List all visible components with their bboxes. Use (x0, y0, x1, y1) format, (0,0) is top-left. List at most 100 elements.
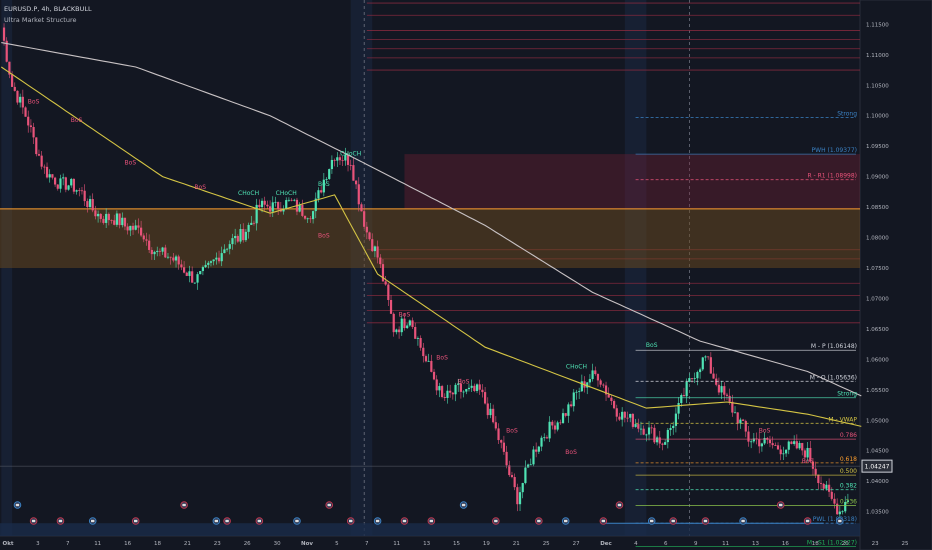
candle (559, 422, 562, 424)
structure-label: BoS (318, 181, 330, 188)
candle (513, 477, 516, 488)
indicator-name: Ultra Market Structure (4, 16, 77, 24)
candle (306, 218, 309, 220)
symbol-title: EURUSD.P, 4h, BLACKBULL (4, 5, 92, 13)
candle (685, 381, 688, 397)
candle (8, 61, 11, 75)
event-flag-icon (131, 517, 140, 525)
candle (403, 318, 406, 329)
candle (623, 411, 626, 418)
candle (475, 384, 479, 391)
event-flag-icon (346, 517, 355, 525)
candle (102, 218, 105, 223)
candle (2, 27, 6, 41)
candle (516, 487, 519, 505)
structure-label: CHoCH (276, 190, 297, 197)
x-tick-label: 19 (483, 541, 490, 547)
candle (328, 169, 331, 179)
event-flag-icon (255, 517, 264, 525)
candle (236, 235, 239, 242)
structure-label: BoS (436, 354, 448, 361)
x-tick-label: 13 (752, 541, 759, 547)
candle (704, 356, 707, 358)
candle (634, 424, 637, 427)
candle (752, 438, 755, 442)
candle (161, 247, 164, 252)
level-label: M - P (1.06148) (811, 343, 857, 350)
supply-zone (404, 154, 860, 209)
candle (72, 178, 76, 192)
event-flag-icon (180, 501, 188, 509)
candle (381, 264, 385, 282)
event-flag-icon (803, 517, 812, 525)
candle (191, 271, 194, 283)
candle (771, 443, 774, 446)
candle (59, 178, 62, 189)
structure-label: BoS (802, 458, 814, 465)
x-tick-label: 26 (244, 541, 251, 547)
candle (645, 434, 648, 436)
candle (180, 264, 183, 268)
candle (561, 413, 565, 423)
y-tick-label: 1.07000 (866, 296, 889, 302)
candle (118, 213, 121, 226)
candle (688, 378, 691, 382)
candle (252, 222, 256, 224)
candle (728, 395, 731, 402)
ema-slow-line (1, 42, 862, 397)
x-tick-label: 21 (184, 541, 191, 547)
candle (134, 225, 137, 230)
event-flag-icon (29, 517, 38, 525)
candle (655, 437, 659, 443)
candle (701, 357, 704, 370)
candle (594, 370, 597, 375)
candle (139, 227, 143, 236)
structure-label: BoS (71, 117, 83, 124)
candle (67, 185, 70, 190)
candle (631, 413, 635, 427)
candle (27, 116, 30, 126)
y-tick-label: 1.03500 (866, 510, 889, 516)
x-tick-label: 27 (573, 541, 580, 547)
candle (451, 392, 454, 395)
candle (618, 416, 621, 420)
candle (360, 204, 363, 212)
structure-label: CHoCH (340, 150, 361, 157)
last-price-tag (861, 459, 893, 473)
candle (467, 387, 471, 390)
candle (790, 441, 793, 444)
candle (231, 238, 234, 245)
candle (806, 447, 809, 458)
y-tick-label: 1.04000 (866, 479, 889, 485)
y-tick-label: 1.09500 (866, 144, 889, 150)
event-flag-icon (223, 517, 231, 525)
event-flag-icon (459, 501, 468, 509)
event-flag-icon (535, 517, 543, 525)
candle (596, 374, 600, 381)
candle (449, 390, 452, 393)
candle (473, 385, 476, 391)
candle (177, 256, 180, 265)
x-tick-label: 25 (543, 541, 550, 547)
candle (497, 428, 500, 441)
candle (204, 264, 207, 268)
structure-label: CHoCH (238, 190, 259, 197)
candle (647, 427, 651, 435)
candle (580, 381, 583, 392)
x-tick-label: 16 (782, 541, 789, 547)
candle (715, 378, 718, 385)
candle (424, 356, 428, 362)
candle (750, 441, 753, 443)
candle (207, 262, 210, 265)
candle (795, 441, 798, 449)
candle (29, 125, 33, 127)
candle (408, 320, 411, 326)
candle (172, 257, 175, 261)
price-axis-panel (859, 0, 932, 550)
last-price-value: 1.04247 (865, 464, 890, 471)
x-tick-label: 7 (365, 541, 369, 547)
candle (325, 178, 328, 180)
candle (446, 390, 449, 398)
event-flag-icon (427, 517, 436, 525)
